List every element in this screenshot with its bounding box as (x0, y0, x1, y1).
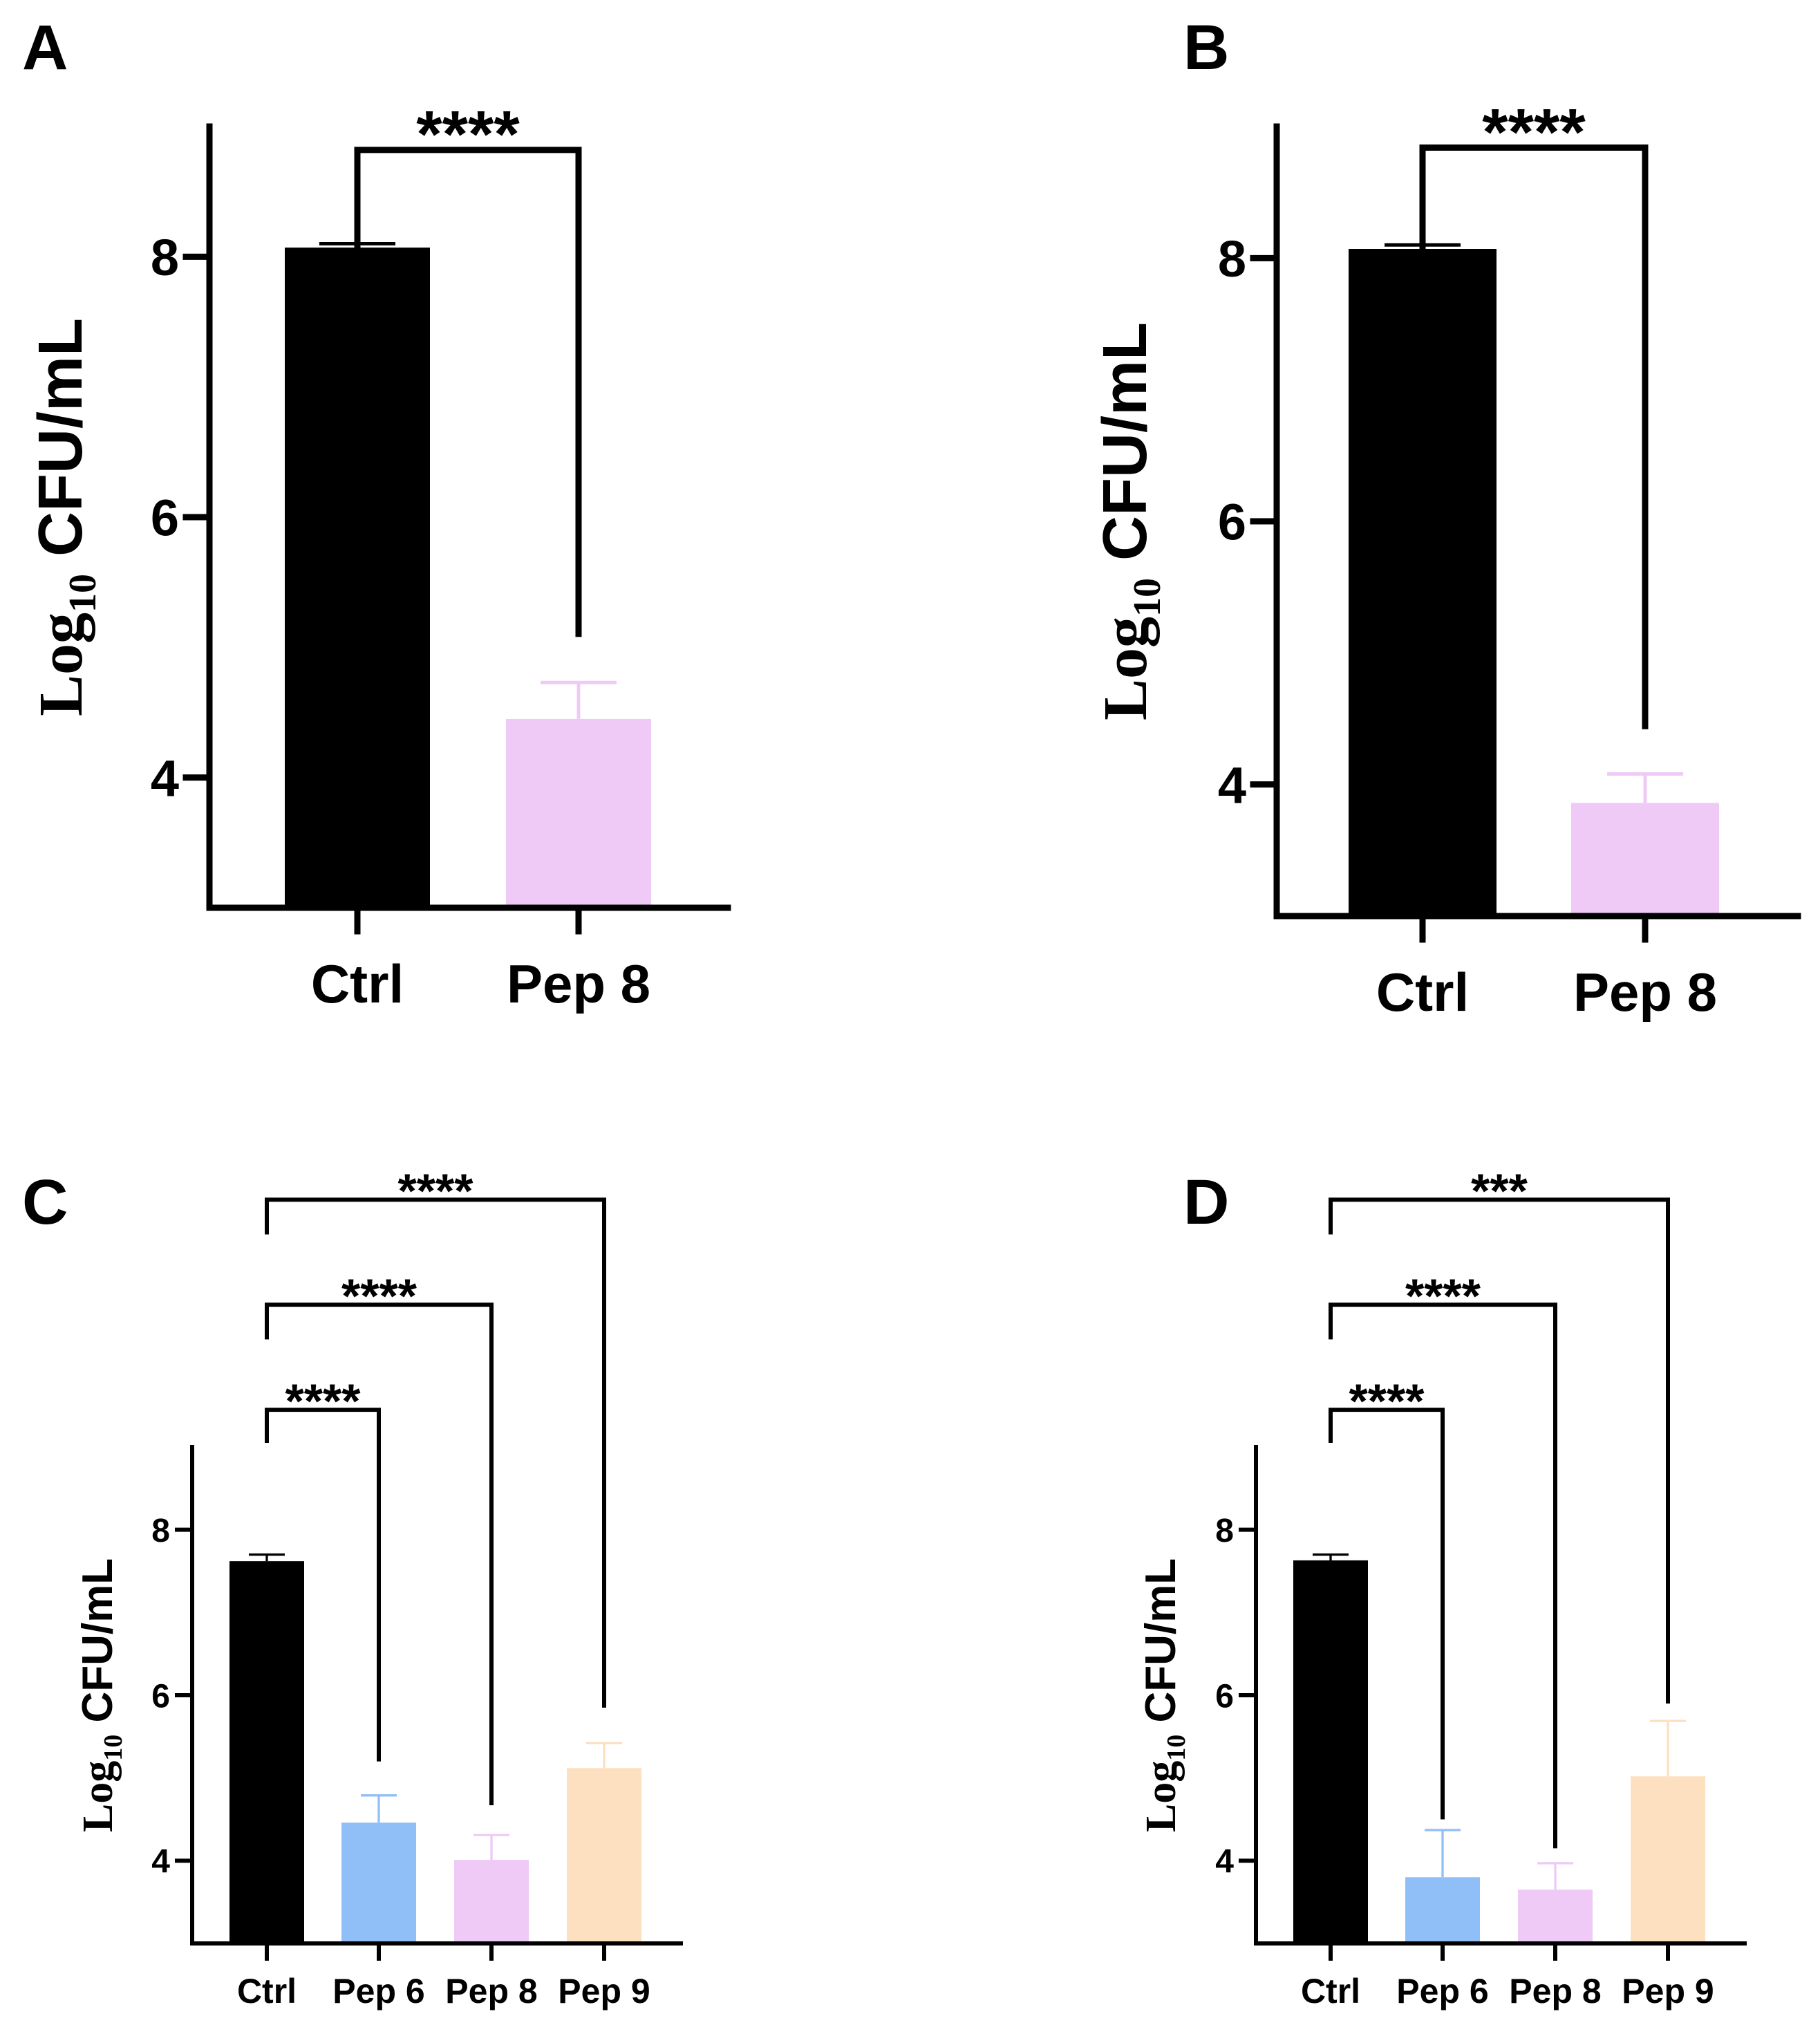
y-tick-label: 4 (1215, 1844, 1234, 1881)
y-axis-label: Log10 CFU/mL (1137, 1558, 1191, 1832)
x-tick-label: Pep 8 (1509, 1972, 1601, 2010)
significance-bracket (1329, 1408, 1445, 1820)
bar-ctrl (1293, 1560, 1368, 1943)
y-axis-label-subscript: 10 (1126, 578, 1169, 617)
bar-ctrl (229, 1561, 304, 1943)
y-axis-label: Log10 CFU/mL (26, 318, 104, 716)
bar-pep-9 (567, 1768, 641, 1943)
y-tick-label: 8 (1215, 1513, 1234, 1549)
panel-letter: A (22, 12, 68, 83)
x-tick-label: Pep 6 (1396, 1972, 1488, 2010)
significance-label: **** (1349, 1374, 1425, 1428)
significance-label: **** (1405, 1269, 1481, 1323)
bar-pep-8 (454, 1860, 529, 1943)
significance-label: *** (1471, 1164, 1528, 1218)
significance-label: **** (398, 1164, 474, 1218)
y-axis-label-log: Log (27, 613, 95, 716)
bar-pep-9 (1631, 1776, 1705, 1943)
panel-letter: C (22, 1167, 68, 1238)
y-axis-label-subscript: 10 (1162, 1735, 1191, 1761)
x-tick-label: Ctrl (311, 953, 404, 1014)
y-tick-label: 4 (151, 749, 179, 807)
significance-bracket (265, 1303, 494, 1806)
x-tick-label: Pep 6 (332, 1972, 424, 2010)
y-axis-label-units: CFU/mL (26, 318, 95, 574)
significance-label: **** (1482, 95, 1586, 169)
panel-letter: D (1183, 1167, 1229, 1238)
y-tick-label: 4 (1218, 756, 1246, 814)
panel-c: C 4 6 8 Ctrl Pep 6 Pep 8 Pep 9 Log10 CFU/mL **** *… (22, 1164, 683, 2010)
y-axis-label-units: CFU/mL (74, 1558, 122, 1735)
significance-bracket (265, 1197, 606, 1708)
bar-pep-8 (506, 718, 651, 908)
significance-bracket (1329, 1303, 1557, 1849)
x-tick-label: Pep 8 (507, 953, 650, 1014)
x-tick-label: Ctrl (237, 1972, 297, 2010)
y-tick-label: 6 (151, 489, 179, 547)
y-axis-label: Log10 CFU/mL (74, 1558, 128, 1832)
bar-ctrl (285, 248, 430, 908)
y-tick-label: 8 (151, 1513, 170, 1549)
y-axis-label-log: Log (75, 1761, 122, 1832)
bar-pep-8 (1518, 1890, 1593, 1943)
bar-pep-8 (1571, 803, 1719, 916)
y-axis-label-subscript: 10 (99, 1735, 128, 1761)
y-axis-label-units: CFU/mL (1091, 322, 1160, 578)
significance-bracket (1419, 144, 1649, 729)
y-axis-label-log: Log (1091, 617, 1160, 720)
significance-label: **** (341, 1269, 418, 1323)
significance-bracket (1329, 1197, 1670, 1704)
significance-label: **** (285, 1374, 362, 1428)
y-axis-label-subscript: 10 (62, 574, 104, 613)
y-axis-label-units: CFU/mL (1137, 1558, 1185, 1735)
bar-pep-6 (341, 1822, 416, 1943)
bar-pep-6 (1405, 1877, 1480, 1943)
significance-label: **** (416, 97, 520, 171)
y-axis-label: Log10 CFU/mL (1091, 322, 1169, 720)
y-tick-label: 6 (1218, 494, 1246, 551)
panel-letter: B (1183, 12, 1229, 83)
y-tick-label: 6 (151, 1678, 170, 1715)
y-tick-label: 8 (151, 229, 179, 286)
y-tick-label: 8 (1218, 230, 1246, 288)
x-tick-label: Ctrl (1301, 1972, 1360, 2010)
x-tick-label: Pep 8 (1573, 962, 1717, 1023)
x-tick-label: Pep 9 (558, 1972, 650, 2010)
x-tick-label: Pep 9 (1622, 1972, 1714, 2010)
y-tick-label: 4 (151, 1844, 170, 1881)
panel-b: B 4 6 8 Ctrl Pep 8 Log10 CFU/mL **** (1091, 12, 1801, 1023)
significance-bracket (265, 1408, 381, 1762)
x-tick-label: Pep 8 (445, 1972, 537, 2010)
significance-bracket (354, 147, 582, 637)
bar-ctrl (1349, 249, 1497, 916)
x-tick-label: Ctrl (1376, 962, 1469, 1023)
y-tick-label: 6 (1215, 1678, 1234, 1715)
y-axis-label-log: Log (1138, 1761, 1185, 1832)
panel-a: A 4 6 8 Ctrl Pep 8 Log10 CFU/mL **** (22, 12, 731, 1014)
